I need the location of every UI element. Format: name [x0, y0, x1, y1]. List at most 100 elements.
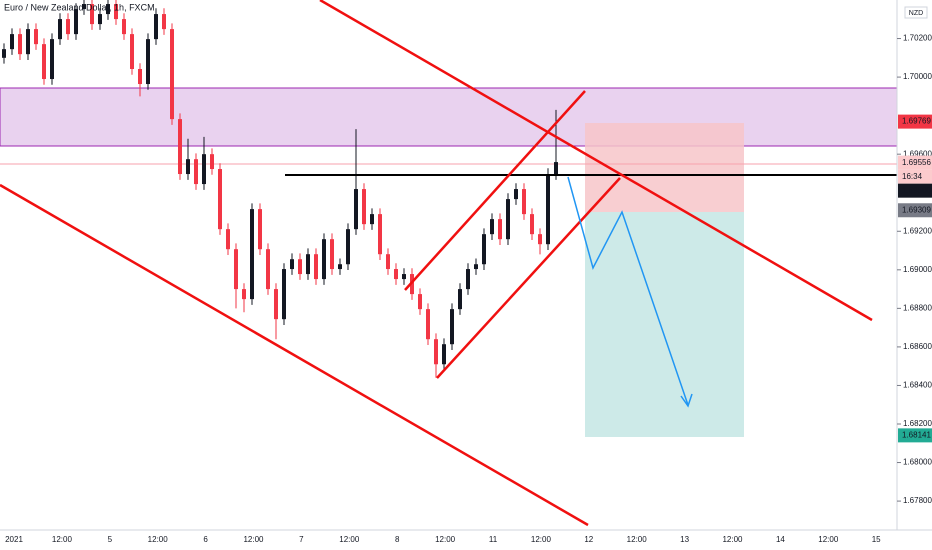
- candle-body: [122, 19, 126, 35]
- candle-body: [458, 289, 462, 310]
- candle-body: [258, 209, 262, 250]
- candle-body: [82, 4, 86, 10]
- candle-body: [530, 214, 534, 235]
- candle-body: [146, 39, 150, 85]
- candle-body: [338, 264, 342, 270]
- projection-path: [567, 176, 689, 406]
- candle-body: [442, 344, 446, 365]
- candle-body: [490, 219, 494, 235]
- candle-body: [34, 29, 38, 45]
- channel-line: [319, 0, 873, 322]
- candle-body: [474, 264, 478, 270]
- y-tick-label: 1.68800: [903, 303, 932, 312]
- candle-body: [202, 154, 206, 185]
- x-tick-label: 12:00: [531, 535, 552, 544]
- y-tick-label: 1.68600: [903, 342, 932, 351]
- x-tick-label: 12:00: [243, 535, 264, 544]
- candle-body: [74, 9, 78, 35]
- y-tick-label: 1.70200: [903, 34, 932, 43]
- y-tick-label: 1.69000: [903, 265, 932, 274]
- candle-body: [298, 259, 302, 275]
- candle-body: [10, 34, 14, 50]
- x-tick-label: 8: [395, 535, 400, 544]
- candle-body: [306, 254, 310, 275]
- x-tick-label: 6: [203, 535, 208, 544]
- candles: [2, 0, 558, 378]
- candle-body: [250, 209, 254, 300]
- y-tick-label: 1.68400: [903, 381, 932, 390]
- x-tick-label: 13: [680, 535, 689, 544]
- channel-line: [0, 183, 589, 527]
- arrow-head: [680, 393, 693, 408]
- x-tick-label: 12:00: [339, 535, 360, 544]
- candle-body: [546, 174, 550, 245]
- y-tick-label: 1.69200: [903, 226, 932, 235]
- currency: NZD: [909, 10, 923, 17]
- price-marker: [898, 428, 932, 443]
- target-zone: [585, 212, 744, 437]
- candle-body: [178, 119, 182, 175]
- candle-body: [242, 289, 246, 300]
- candle-body: [90, 4, 94, 25]
- candle-body: [554, 162, 558, 175]
- drawings-under: [0, 87, 898, 437]
- candle-body: [130, 34, 134, 69]
- x-tick-label: 12: [584, 535, 593, 544]
- candle-body: [234, 249, 238, 290]
- candle-body: [394, 269, 398, 280]
- wedge-line: [404, 90, 586, 291]
- candle-body: [210, 154, 214, 170]
- candle-body: [194, 159, 198, 185]
- y-tick-label: 1.70000: [903, 72, 932, 81]
- candle-body: [18, 34, 22, 55]
- candle-body: [346, 229, 350, 265]
- axes: 1.70200 1.70000 1.69600 1.69200 1.69000 1.688…: [5, 34, 932, 544]
- candle-body: [266, 249, 270, 290]
- candle-body: [482, 234, 486, 265]
- candle-body: [114, 4, 118, 20]
- chart-title: Euro / New Zealand Dollar, 1h, FXCM: [4, 2, 155, 12]
- x-tick-label: 7: [299, 535, 304, 544]
- wedge-line: [436, 177, 621, 379]
- x-tick-label: 12:00: [627, 535, 648, 544]
- candle-body: [282, 269, 286, 320]
- candle-body: [538, 234, 542, 245]
- candle-body: [290, 259, 294, 270]
- price-marker: [898, 155, 932, 170]
- x-tick-label: 12:00: [722, 535, 743, 544]
- y-tick-label: 1.68200: [903, 419, 932, 428]
- x-tick-label: 2021: [5, 535, 23, 544]
- countdown-box: [898, 169, 932, 184]
- candle-body: [2, 49, 6, 58]
- candle-body: [274, 289, 278, 320]
- candle-body: [106, 4, 110, 15]
- x-tick-label: 12:00: [52, 535, 73, 544]
- price-marker: [898, 183, 932, 198]
- candle-body: [162, 14, 166, 30]
- x-tick-label: 14: [776, 535, 785, 544]
- candle-body: [402, 274, 406, 280]
- x-tick-label: 12:00: [818, 535, 839, 544]
- candle-body: [26, 29, 30, 55]
- y-tick-label: 1.67800: [903, 496, 932, 505]
- candle-body: [186, 159, 190, 175]
- y-tick-label: 1.69600: [903, 149, 932, 158]
- candle-body: [498, 219, 502, 240]
- stop-zone: [585, 123, 744, 212]
- candle-body: [58, 19, 62, 40]
- price-marker-label: 1.69309: [902, 205, 931, 214]
- candle-body: [42, 44, 46, 80]
- y-tick-label: 1.68000: [903, 458, 932, 467]
- candle-body: [154, 14, 158, 40]
- countdown: 16:34: [902, 172, 923, 181]
- candle-body: [138, 68, 142, 85]
- x-tick-label: 12:00: [435, 535, 456, 544]
- price-marker: [898, 203, 932, 218]
- price-marker-label: 1.69556: [902, 158, 931, 167]
- candle-body: [450, 309, 454, 345]
- candle-body: [370, 214, 374, 225]
- candle-body: [226, 229, 230, 250]
- x-tick-label: 5: [108, 535, 113, 544]
- candle-body: [386, 254, 390, 270]
